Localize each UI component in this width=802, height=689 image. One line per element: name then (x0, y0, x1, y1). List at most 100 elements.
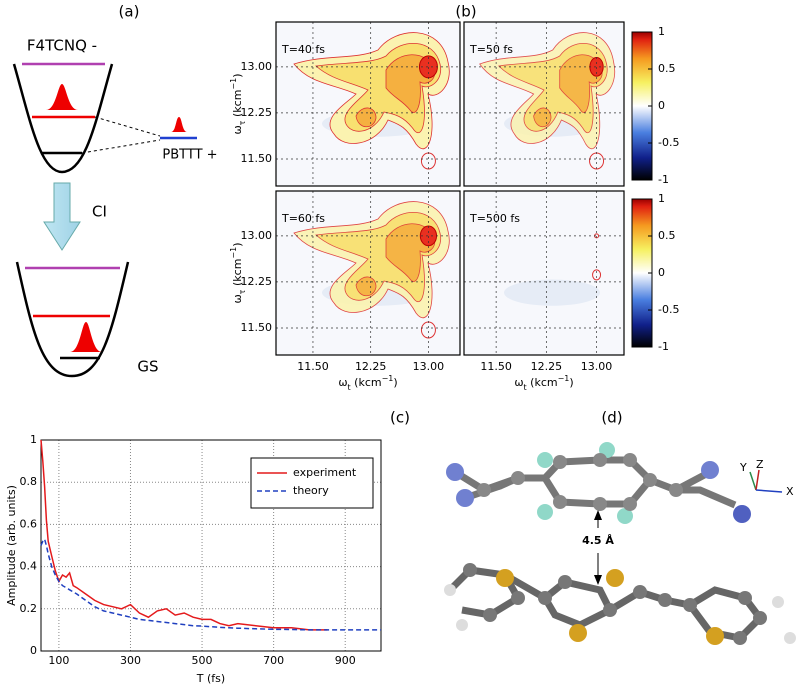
wavepacket (171, 117, 187, 132)
colorbar-tick-label: 1 (658, 192, 665, 205)
colorbar-tick-label: 1 (658, 25, 665, 38)
y-tick-label: 0 (30, 644, 37, 657)
y-tick-label: 13.00 (241, 229, 273, 242)
y-tick-label: 0.6 (20, 517, 38, 530)
line-chart: 100 300 500 700 900 0 0.2 0.4 0.6 0.8 1 T (fs) Ampli… (5, 433, 382, 685)
axis-label-part: ω (231, 125, 244, 134)
y-axis-label: Amplitude (arb. units) (5, 485, 18, 606)
axis-label: X (786, 485, 794, 498)
axis-label-part: −1 (558, 374, 570, 383)
axis-label: Z (756, 458, 764, 471)
wavepacket (70, 322, 102, 352)
axis-label: ωt (kcm−1) (338, 374, 397, 392)
potential-well (15, 261, 130, 378)
x-tick-label: 100 (48, 654, 69, 667)
y-tick-label: 12.25 (241, 275, 273, 288)
x-axis-label: T (fs) (196, 672, 225, 685)
map-panel: 11.50 12.25 13.00 T=500 fs ωt (kcm−1) (463, 190, 625, 392)
y-tick-label: 12.25 (241, 106, 273, 119)
x-tick-label: 300 (120, 654, 141, 667)
axis-label: ωτ (kcm−1) (229, 242, 247, 303)
axis-label-part: ω (514, 376, 523, 389)
wavepacket (46, 84, 78, 110)
axis-label-part: (kcm (527, 376, 558, 389)
axis-label-part: ) (231, 242, 244, 246)
state-label: GS (137, 358, 158, 376)
panel-label: (d) (601, 409, 622, 427)
map-signal (533, 54, 603, 128)
axis-label-part: τ (238, 120, 247, 125)
axis-label: ωτ (kcm−1) (229, 73, 247, 134)
x-tick-label: 900 (335, 654, 356, 667)
molecule-top (453, 456, 737, 509)
axis-label-part: t (524, 383, 527, 392)
axis-label: Y (739, 461, 747, 474)
legend-box (250, 457, 374, 509)
y-tick-label: 11.50 (241, 321, 273, 334)
potential-well (12, 63, 114, 174)
legend-label: theory (293, 484, 329, 497)
axis-label-part: ω (338, 376, 347, 389)
axis-label: ωt (kcm−1) (514, 374, 573, 392)
axis-label-part: ω (231, 294, 244, 303)
map-title: T=60 fs (281, 212, 325, 225)
axis-triad (749, 469, 783, 493)
x-tick-label: 500 (192, 654, 213, 667)
arrow (43, 182, 81, 251)
map-background-patch (504, 279, 600, 306)
axis-label-part: −1 (382, 374, 394, 383)
x-tick-label: 700 (263, 654, 284, 667)
series-line (40, 537, 381, 631)
colorbar-tick-label: -0.5 (658, 136, 679, 149)
map-title: T=500 fs (469, 212, 520, 225)
molecule-label: PBTTT + (162, 148, 217, 163)
map-panel: T=50 fs (463, 21, 625, 187)
legend-label: experiment (293, 466, 357, 479)
map-panel: 11.50 12.25 13.00 T=40 fs ωτ (kcm−1) (229, 21, 461, 187)
map-title: T=50 fs (469, 43, 513, 56)
map-panel: 11.50 12.25 13.00 11.50 12.25 13.00 T=60 fs ωτ … (229, 190, 461, 392)
connector (81, 139, 161, 154)
colorbar-tick-label: -1 (658, 173, 669, 186)
x-tick-label: 12.25 (355, 360, 387, 373)
map-contour (592, 269, 602, 281)
atoms-bottom (444, 563, 796, 645)
y-tick-label: 11.50 (241, 152, 273, 165)
map-frame (463, 21, 625, 187)
x-tick-label: 11.50 (480, 360, 512, 373)
x-tick-label: 11.50 (297, 360, 329, 373)
y-tick-label: 13.00 (241, 60, 273, 73)
arrow-label: CI (92, 203, 107, 221)
distance-label: 4.5 Å (582, 534, 614, 547)
panel-label: (c) (390, 409, 410, 427)
series-line (40, 439, 328, 631)
axis-label-part: −1 (229, 78, 238, 90)
colorbar-tick-label: -1 (658, 340, 669, 353)
y-tick-label: 0.4 (20, 560, 38, 573)
axis-label-part: ) (393, 376, 397, 389)
axis-label-part: −1 (229, 247, 238, 259)
map-title: T=40 fs (281, 43, 325, 56)
colorbar-tick-label: 0.5 (658, 62, 676, 75)
colorbar-tick-label: 0 (658, 266, 665, 279)
map-frame (275, 190, 461, 356)
map-frame (463, 190, 625, 356)
panel-label: (a) (119, 3, 140, 21)
y-tick-label: 0.8 (20, 475, 38, 488)
map-signal (355, 223, 436, 297)
axis-label-part: (kcm (231, 259, 244, 290)
molecule-label: F4TCNQ - (27, 37, 97, 55)
x-tick-label: 13.00 (413, 360, 445, 373)
panel-label: (b) (455, 3, 476, 21)
axis-label-part: ) (569, 376, 573, 389)
connector (94, 116, 161, 137)
map-frame (275, 21, 461, 187)
y-tick-label: 1 (30, 433, 37, 446)
axis-label-part: τ (238, 289, 247, 294)
axis-label-part: (kcm (231, 90, 244, 121)
map-signal (355, 54, 436, 128)
axis-label-part: (kcm (351, 376, 382, 389)
axis-label-part: ) (231, 73, 244, 77)
